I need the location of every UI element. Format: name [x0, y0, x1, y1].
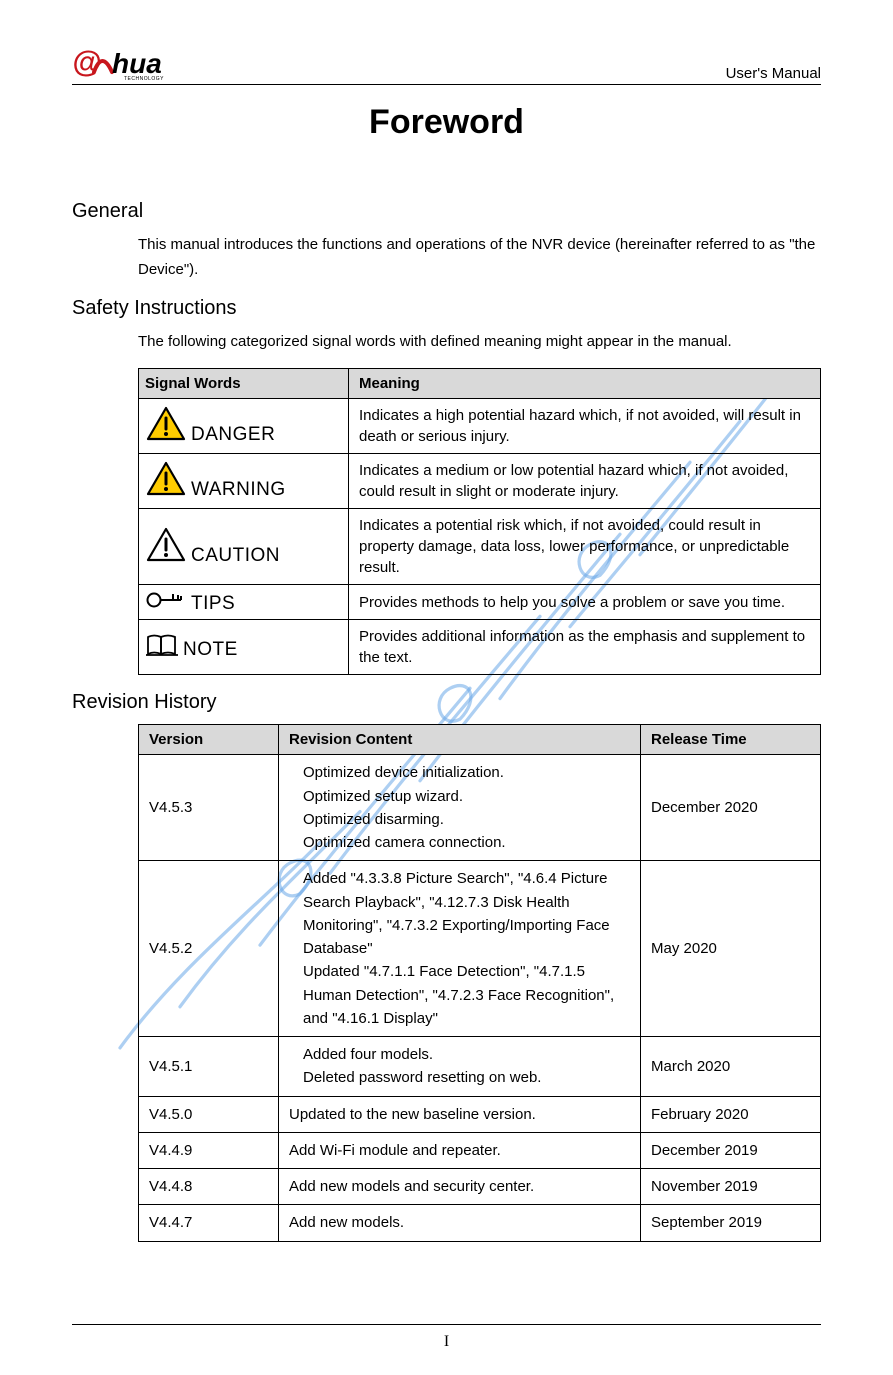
warning-triangle-icon	[145, 461, 187, 501]
version-cell: V4.5.2	[139, 861, 279, 1037]
svg-text:hua: hua	[112, 48, 162, 79]
signal-word-label: TIPS	[191, 593, 235, 615]
table-row: V4.5.3 Optimized device initialization.O…	[139, 755, 821, 861]
svg-text:TECHNOLOGY: TECHNOLOGY	[124, 76, 164, 82]
page-header: @ hua TECHNOLOGY User's Manual	[72, 46, 821, 85]
revision-table: Version Revision Content Release Time V4…	[138, 724, 821, 1241]
version-cell: V4.4.7	[139, 1205, 279, 1241]
signal-word-label: CAUTION	[191, 545, 280, 567]
revision-content-cell: Add Wi-Fi module and repeater.	[279, 1132, 641, 1168]
revision-content-cell: Added four models.Deleted password reset…	[279, 1037, 641, 1097]
table-row: WARNING Indicates a medium or low potent…	[139, 454, 821, 509]
version-cell: V4.5.1	[139, 1037, 279, 1097]
release-time-cell: May 2020	[641, 861, 821, 1037]
meaning-cell: Provides methods to help you solve a pro…	[349, 585, 821, 620]
table-row: V4.5.2 Added "4.3.3.8 Picture Search", "…	[139, 861, 821, 1037]
col-revision-content: Revision Content	[279, 725, 641, 755]
col-meaning: Meaning	[349, 369, 821, 399]
revision-content-cell: Optimized device initialization.Optimize…	[279, 755, 641, 861]
release-time-cell: September 2019	[641, 1205, 821, 1241]
version-cell: V4.5.3	[139, 755, 279, 861]
note-book-icon	[145, 633, 179, 661]
caution-triangle-icon	[145, 527, 187, 567]
release-time-cell: February 2020	[641, 1096, 821, 1132]
signal-word-label: DANGER	[191, 424, 275, 446]
meaning-cell: Indicates a high potential hazard which,…	[349, 399, 821, 454]
section-general-text: This manual introduces the functions and…	[138, 233, 821, 283]
table-row: TIPS Provides methods to help you solve …	[139, 585, 821, 620]
section-safety-intro: The following categorized signal words w…	[138, 330, 821, 355]
table-row: V4.5.0 Updated to the new baseline versi…	[139, 1096, 821, 1132]
version-cell: V4.4.9	[139, 1132, 279, 1168]
table-row: DANGER Indicates a high potential hazard…	[139, 399, 821, 454]
table-row: CAUTION Indicates a potential risk which…	[139, 509, 821, 585]
revision-content-cell: Add new models and security center.	[279, 1169, 641, 1205]
meaning-cell: Indicates a medium or low potential haza…	[349, 454, 821, 509]
page-title: Foreword	[72, 103, 821, 142]
tips-key-icon	[145, 589, 187, 615]
release-time-cell: December 2020	[641, 755, 821, 861]
table-row: V4.4.7 Add new models. September 2019	[139, 1205, 821, 1241]
page-number: I	[0, 1333, 893, 1375]
release-time-cell: November 2019	[641, 1169, 821, 1205]
col-version: Version	[139, 725, 279, 755]
footer-rule	[72, 1324, 821, 1325]
table-row: V4.4.8 Add new models and security cente…	[139, 1169, 821, 1205]
section-safety-heading: Safety Instructions	[72, 297, 821, 320]
revision-content-cell: Add new models.	[279, 1205, 641, 1241]
doc-type-label: User's Manual	[726, 65, 821, 82]
signal-word-label: WARNING	[191, 479, 286, 501]
section-general-heading: General	[72, 200, 821, 223]
safety-table: Signal Words Meaning DANGER Indicates a …	[138, 368, 821, 675]
revision-content-cell: Added "4.3.3.8 Picture Search", "4.6.4 P…	[279, 861, 641, 1037]
meaning-cell: Provides additional information as the e…	[349, 620, 821, 675]
brand-logo: @ hua TECHNOLOGY	[72, 46, 192, 82]
col-signal-words: Signal Words	[139, 369, 349, 399]
table-row: V4.4.9 Add Wi-Fi module and repeater. De…	[139, 1132, 821, 1168]
version-cell: V4.4.8	[139, 1169, 279, 1205]
revision-content-cell: Updated to the new baseline version.	[279, 1096, 641, 1132]
logo-svg: @ hua TECHNOLOGY	[72, 46, 192, 82]
section-revision-heading: Revision History	[72, 691, 821, 714]
col-release-time: Release Time	[641, 725, 821, 755]
table-row: NOTE Provides additional information as …	[139, 620, 821, 675]
signal-word-label: NOTE	[183, 639, 238, 661]
release-time-cell: March 2020	[641, 1037, 821, 1097]
version-cell: V4.5.0	[139, 1096, 279, 1132]
table-row: V4.5.1 Added four models.Deleted passwor…	[139, 1037, 821, 1097]
warning-triangle-icon	[145, 406, 187, 446]
release-time-cell: December 2019	[641, 1132, 821, 1168]
table-header-row: Signal Words Meaning	[139, 369, 821, 399]
table-header-row: Version Revision Content Release Time	[139, 725, 821, 755]
meaning-cell: Indicates a potential risk which, if not…	[349, 509, 821, 585]
